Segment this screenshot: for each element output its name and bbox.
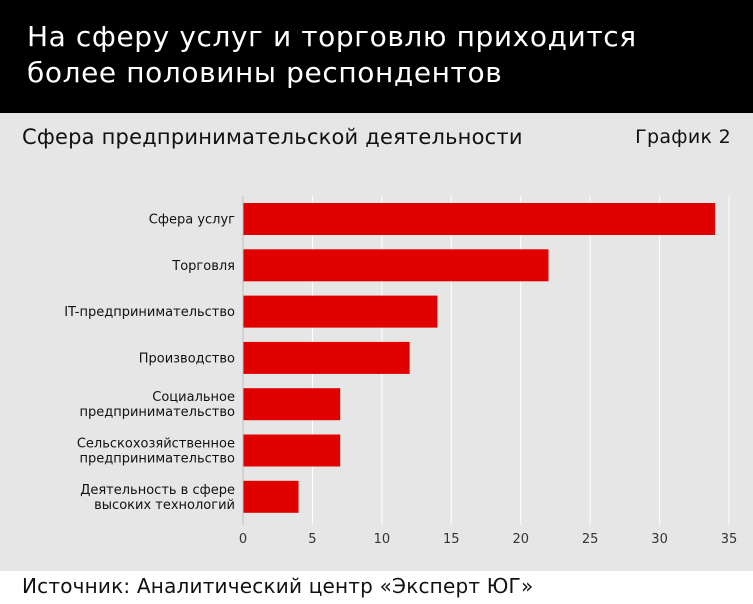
category-label: Деятельность в сфере [80, 483, 235, 498]
bar [243, 480, 299, 513]
bar [243, 341, 410, 374]
x-tick-label: 15 [443, 532, 460, 547]
category-label: Социальное [152, 390, 235, 405]
x-tick-label: 25 [582, 532, 599, 547]
x-tick-label: 30 [651, 532, 668, 547]
x-tick-label: 0 [239, 532, 247, 547]
header-banner: На сферу услуг и торговлю приходится бол… [0, 0, 753, 113]
bar [243, 249, 549, 282]
bar-chart: Сфера услуг Торговля IT-предпринимательств… [64, 196, 738, 547]
category-label: Торговля [171, 259, 235, 274]
category-label: предпринимательство [79, 405, 235, 420]
chart-title: На сферу услуг и торговлю приходится бол… [27, 20, 637, 89]
x-tick-label: 10 [374, 532, 391, 547]
category-label: Сельскохозяйственное [77, 437, 235, 452]
bar [243, 203, 716, 235]
bar [243, 388, 341, 421]
category-label: IT-предпринимательство [64, 305, 235, 320]
category-label: высоких технологий [94, 498, 235, 513]
category-label: Сфера услуг [149, 213, 235, 228]
x-tick-label: 35 [721, 532, 738, 547]
category-label: предпринимательство [79, 452, 235, 467]
bar [243, 295, 438, 328]
category-label: Производство [139, 351, 235, 366]
x-tick-label: 20 [512, 532, 529, 547]
source-footer: Источник: Аналитический центр «Эксперт Ю… [0, 571, 753, 604]
chart-subtitle: Сфера предпринимательской деятельности [22, 125, 523, 149]
graph-number-label: График 2 [635, 126, 731, 148]
bar [243, 434, 341, 467]
x-tick-label: 5 [308, 532, 316, 547]
